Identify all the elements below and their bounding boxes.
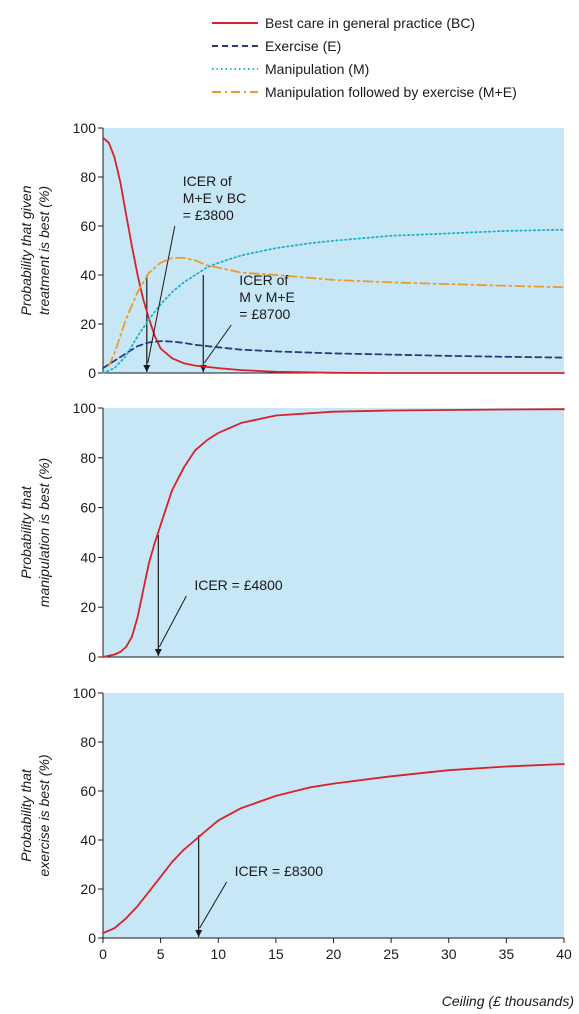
series-line-e [102,340,565,369]
x-tick-label: 30 [441,946,457,962]
legend-label-bc: Best care in general practice (BC) [265,15,475,31]
icer-annotation: = £3800 [183,207,234,223]
series-line-m [102,228,565,374]
x-axis-label: Ceiling (£ thousands) [442,993,574,1009]
plot-area-3 [103,693,564,938]
series-line-bc [102,136,565,374]
icer-pointer-line [203,324,232,364]
icer-annotation: ICER = £4800 [194,577,283,593]
x-tick-label: 10 [210,946,226,962]
series-line-me [107,257,565,367]
y-axis-label: manipulation is best (%) [36,458,52,607]
plot-area-1 [103,128,564,373]
icer-pointer-line [158,595,187,648]
y-tick-label: 60 [80,218,96,234]
y-tick-label: 0 [88,930,96,946]
y-axis-label: Probability that given [18,185,34,315]
y-axis-label: exercise is best (%) [36,754,52,876]
icer-pointer-line [199,881,228,929]
y-axis-label: treatment is best (%) [36,186,52,315]
y-tick-label: 60 [80,500,96,516]
y-tick-label: 100 [73,685,97,701]
icer-annotation: = £8700 [239,306,290,322]
y-tick-label: 20 [80,316,96,332]
y-tick-label: 0 [88,649,96,665]
icer-arrow-head [154,649,162,656]
series-line-bc [102,763,565,934]
legend-label-m: Manipulation (M) [265,61,369,77]
icer-annotation: M+E v BC [183,190,246,206]
y-tick-label: 40 [80,267,96,283]
y-tick-label: 100 [73,400,97,416]
y-tick-label: 0 [88,365,96,381]
y-tick-label: 20 [80,881,96,897]
icer-arrow-head [195,930,203,937]
legend-label-me: Manipulation followed by exercise (M+E) [265,84,517,100]
y-axis-label: Probability that [18,485,34,579]
x-tick-label: 20 [326,946,342,962]
icer-annotation: ICER of [239,272,288,288]
icer-pointer-line [147,225,176,364]
x-tick-label: 25 [383,946,399,962]
icer-annotation: M v M+E [239,289,295,305]
icer-annotation: ICER of [183,173,232,189]
y-axis-label: Probability that [18,768,34,862]
y-tick-label: 80 [80,450,96,466]
y-tick-label: 80 [80,734,96,750]
legend-label-e: Exercise (E) [265,38,341,54]
x-tick-label: 40 [556,946,572,962]
x-tick-label: 5 [157,946,165,962]
y-tick-label: 40 [80,549,96,565]
y-tick-label: 60 [80,783,96,799]
x-tick-label: 0 [99,946,107,962]
icer-arrow-head [143,365,151,372]
series-line-bc [102,408,565,658]
plot-area-2 [103,408,564,657]
y-tick-label: 40 [80,832,96,848]
x-tick-label: 15 [268,946,284,962]
y-tick-label: 80 [80,169,96,185]
x-tick-label: 35 [499,946,515,962]
y-tick-label: 100 [73,120,97,136]
y-tick-label: 20 [80,599,96,615]
icer-annotation: ICER = £8300 [235,863,324,879]
